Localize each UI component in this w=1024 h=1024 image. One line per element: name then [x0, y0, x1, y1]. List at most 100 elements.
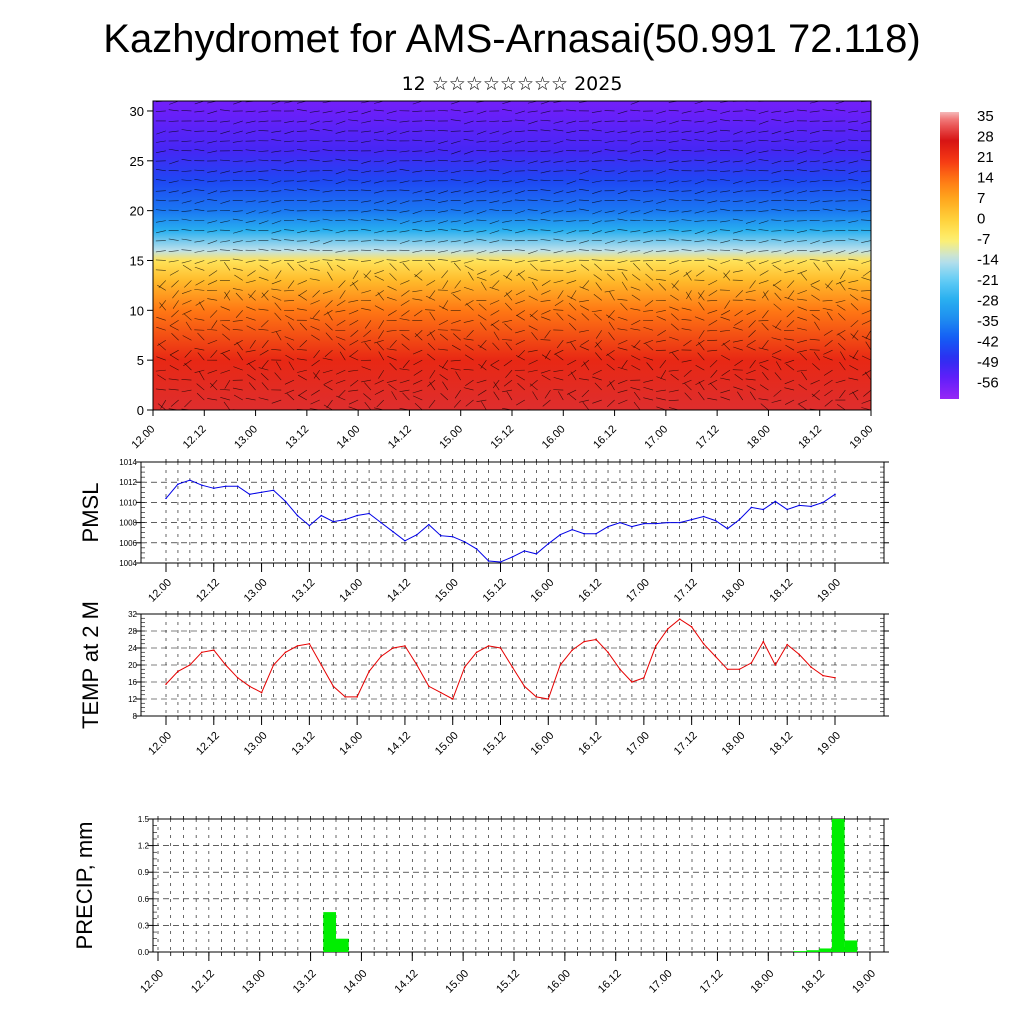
- wind-barb: [812, 363, 820, 371]
- wind-barb: [450, 260, 461, 263]
- wind-barb: [633, 340, 641, 348]
- x-tick-label: 13.12: [290, 730, 318, 758]
- wind-barb: [668, 250, 679, 252]
- wind-barb: [284, 229, 295, 231]
- wind-barb: [450, 190, 461, 193]
- wind-barb: [758, 139, 769, 142]
- wind-barb: [592, 210, 602, 215]
- wind-barb: [412, 220, 423, 224]
- wind-barb: [773, 284, 782, 291]
- pmsl-point: [726, 527, 729, 530]
- wind-barb: [401, 290, 410, 297]
- wind-barb: [493, 381, 500, 391]
- wind-barb: [863, 389, 871, 397]
- wind-barb: [758, 398, 769, 401]
- wind-barb: [425, 130, 436, 132]
- wind-barb: [720, 240, 731, 244]
- wind-barb: [617, 298, 628, 301]
- wind-barb: [810, 240, 820, 245]
- wind-barb: [386, 329, 397, 332]
- wind-barb: [158, 343, 167, 351]
- wind-barb: [668, 220, 679, 223]
- temp-point: [428, 685, 430, 688]
- wind-barb: [553, 280, 564, 284]
- wind-barb: [399, 240, 410, 244]
- wind-barb: [160, 399, 167, 409]
- chart-title: Kazhydromet for AMS-Arnasai(50.991 72.11…: [103, 17, 921, 61]
- wind-barb: [425, 160, 436, 163]
- wind-barb: [348, 399, 359, 405]
- wind-barb: [630, 101, 641, 105]
- wind-barb: [823, 349, 833, 355]
- wind-barb: [822, 208, 833, 211]
- wind-barb: [553, 210, 564, 214]
- wind-barb: [814, 321, 820, 331]
- wind-barb: [553, 230, 564, 234]
- wind-barb: [758, 200, 769, 204]
- wind-barb: [284, 160, 295, 164]
- wind-barb: [285, 315, 295, 321]
- temp-point: [248, 685, 251, 688]
- wind-barb: [271, 190, 282, 193]
- wind-barb: [784, 220, 795, 222]
- wind-barb: [540, 110, 551, 114]
- wind-barb: [463, 338, 474, 341]
- wind-barb: [219, 159, 230, 162]
- wind-barb: [361, 160, 372, 164]
- wind-barb: [617, 316, 628, 321]
- pmsl-point: [248, 493, 251, 496]
- wind-barb: [707, 300, 718, 302]
- wind-barb: [399, 389, 410, 393]
- x-tick-label: 17.12: [672, 730, 700, 758]
- wind-barb: [412, 130, 423, 133]
- wind-barb: [527, 160, 538, 164]
- wind-barb: [153, 190, 154, 192]
- wind-barb: [630, 328, 641, 331]
- wind-barb: [489, 130, 500, 135]
- wind-barb: [233, 120, 243, 125]
- wind-barb: [668, 190, 679, 193]
- wind-barb: [774, 372, 782, 381]
- wind-barb: [373, 139, 384, 142]
- wind-barb: [232, 288, 243, 291]
- wind-barb: [451, 344, 461, 351]
- wind-barb: [581, 359, 590, 367]
- wind-barb: [707, 329, 718, 332]
- wind-barb: [207, 120, 218, 122]
- wind-barb: [579, 286, 590, 291]
- wind-barb: [245, 280, 256, 284]
- wind-barb: [809, 338, 820, 341]
- wind-barb: [566, 339, 577, 344]
- wind-barb: [271, 220, 282, 225]
- wind-barb: [515, 355, 525, 361]
- wind-barb: [232, 149, 243, 152]
- wind-barb: [428, 262, 436, 271]
- wind-barbs: [153, 101, 871, 410]
- wind-barb: [540, 210, 551, 214]
- wind-barb: [643, 397, 654, 401]
- wind-barb: [721, 310, 731, 316]
- y-tick-label: 30: [130, 104, 144, 119]
- wind-barb: [604, 230, 615, 233]
- wind-barb: [233, 230, 243, 234]
- wind-barb: [631, 294, 641, 301]
- wind-barb: [182, 335, 192, 341]
- wind-barb: [194, 169, 205, 172]
- wind-barb: [787, 280, 795, 288]
- wind-barb: [153, 250, 154, 251]
- wind-barb: [745, 290, 756, 293]
- pmsl-point: [678, 521, 681, 524]
- wind-barb: [528, 359, 538, 365]
- precip-bar: [806, 950, 820, 952]
- wind-barb: [490, 310, 500, 316]
- pmsl-point: [308, 524, 311, 527]
- wind-barb: [839, 361, 846, 371]
- wind-barb: [335, 336, 346, 341]
- wind-barb: [452, 294, 461, 301]
- wind-barb: [707, 149, 718, 152]
- wind-barb: [643, 130, 654, 133]
- wind-barb: [207, 230, 218, 233]
- wind-barb: [322, 369, 333, 374]
- wind-barb: [797, 290, 807, 295]
- wind-barb: [210, 379, 218, 388]
